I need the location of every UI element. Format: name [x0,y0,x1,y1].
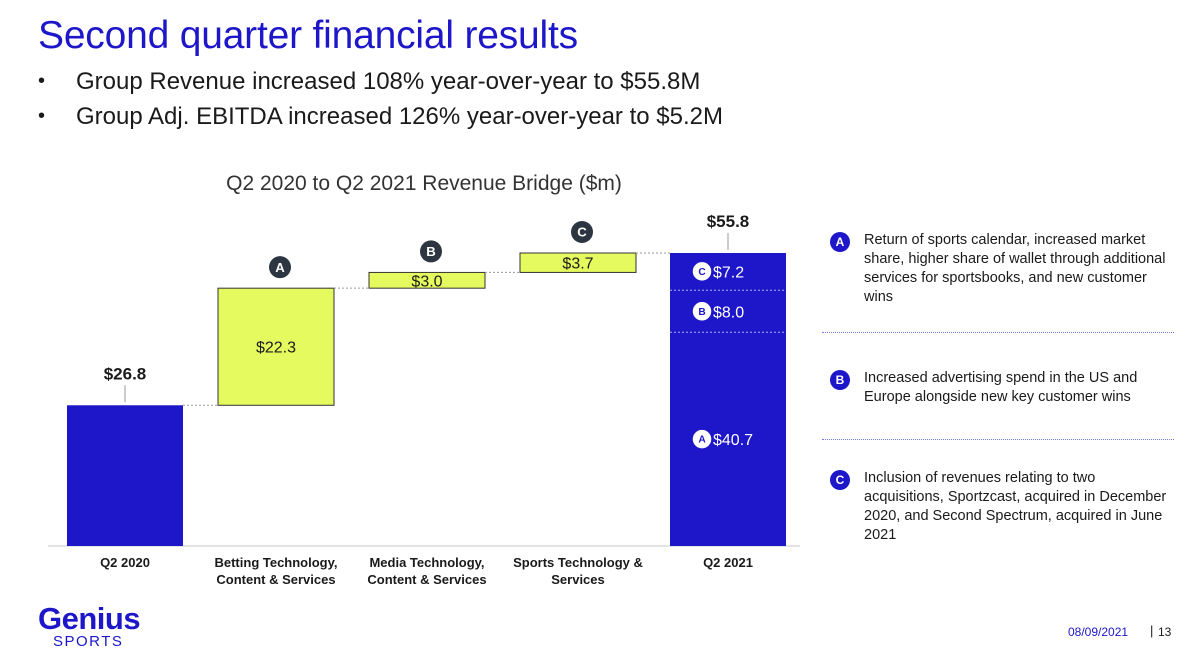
bar-badge-a-circle [269,256,291,279]
page-number: 13 [1158,625,1172,639]
breakdown-badge-c-letter: C [698,267,706,278]
bar-4 [670,253,786,546]
logo-wordmark: Genius [38,601,141,636]
footer-date: 08/09/2021 [1068,625,1129,639]
x-tick-label-4-0: Q2 2021 [703,555,753,570]
note-divider [822,439,1174,440]
note-a-text: Return of sports calendar, increased mar… [864,232,1166,305]
bar-badge-c-circle [571,221,593,243]
bar-badge-b-circle [420,240,442,263]
breakdown-value-b: $8.0 [713,304,744,321]
footer-separator: | [1150,623,1154,638]
bar-badge-b-letter: B [426,244,436,259]
breakdown-badge-c-circle [692,262,712,281]
bar-2 [368,271,486,289]
total-value-label-4: $55.8 [707,212,750,231]
bullet-list: Group Revenue increased 108% year-over-y… [38,64,723,134]
increment-value-label-2: $3.0 [411,273,442,290]
bullet-revenue: Group Revenue increased 108% year-over-y… [38,64,723,99]
x-tick-label-1-1: Content & Services [216,572,335,587]
note-c-text: Inclusion of revenues relating to two ac… [864,470,1167,543]
breakdown-badge-a-circle [692,429,712,449]
genius-sports-logo: Genius SPORTS [38,601,141,650]
increment-value-label-1: $22.3 [256,340,296,357]
x-tick-label-0-0: Q2 2020 [100,555,150,570]
breakdown-badge-b-letter: B [698,307,705,318]
bar-3 [519,252,637,273]
bullet-ebitda: Group Adj. EBITDA increased 126% year-ov… [38,99,723,134]
bar-badge-c-letter: C [577,225,587,240]
increment-value-label-3: $3.7 [562,256,593,273]
breakdown-badge-a-letter: A [698,435,706,446]
x-tick-label-3-0: Sports Technology & [513,555,643,570]
bar-1 [217,287,335,406]
total-value-label-0: $26.8 [104,364,147,383]
x-tick-label-1-0: Betting Technology, [214,555,337,570]
note-c-badge: C [830,470,850,490]
x-tick-label-2-0: Media Technology, [369,555,484,570]
bar-0 [67,405,183,546]
revenue-bridge-chart: Q2 2020 to Q2 2021 Revenue Bridge ($m) $… [48,172,800,587]
note-divider [822,332,1174,333]
chart-title: Q2 2020 to Q2 2021 Revenue Bridge ($m) [226,172,622,195]
x-tick-label-3-1: Services [551,572,605,587]
note-b-badge: B [830,370,850,390]
note-a-badge: A [830,232,850,252]
breakdown-value-a: $40.7 [713,432,753,449]
x-tick-label-2-1: Content & Services [367,572,486,587]
breakdown-badge-b-circle [692,302,712,321]
bar-badge-a-letter: A [275,260,285,275]
breakdown-value-c: $7.2 [713,264,744,281]
slide-title: Second quarter financial results [38,14,578,57]
plot-area: $26.8 Q2 2020 $22.3 A Betting Technology, Con… [67,212,786,587]
note-b-text: Increased advertising spend in the US an… [864,370,1138,405]
logo-subtitle: SPORTS [53,633,124,650]
